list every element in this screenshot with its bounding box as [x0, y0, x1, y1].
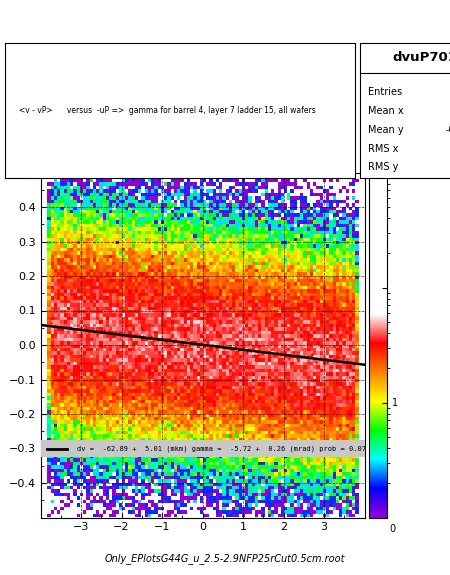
Text: -0.007122: -0.007122	[446, 125, 450, 135]
Text: dvuP7015: dvuP7015	[393, 52, 450, 64]
Text: 0: 0	[390, 524, 396, 534]
Text: Mean x: Mean x	[369, 106, 404, 116]
Text: Mean y: Mean y	[369, 125, 404, 135]
Text: dv =  -62.89 +  5.01 (mkm) gamma =  -5.72 +  0.26 (mrad) prob = 0.07: dv = -62.89 + 5.01 (mkm) gamma = -5.72 +…	[77, 445, 366, 452]
Text: Entries: Entries	[369, 87, 402, 97]
Text: RMS x: RMS x	[369, 144, 399, 154]
Text: <v - vP>      versus  -uP =>  gamma for barrel 4, layer 7 ladder 15, all wafers: <v - vP> versus -uP => gamma for barrel …	[18, 106, 315, 115]
Text: RMS y: RMS y	[369, 163, 399, 172]
Text: Only_EPlotsG44G_u_2.5-2.9NFP25rCut0.5cm.root: Only_EPlotsG44G_u_2.5-2.9NFP25rCut0.5cm.…	[105, 553, 345, 563]
Bar	[40, 440, 365, 457]
